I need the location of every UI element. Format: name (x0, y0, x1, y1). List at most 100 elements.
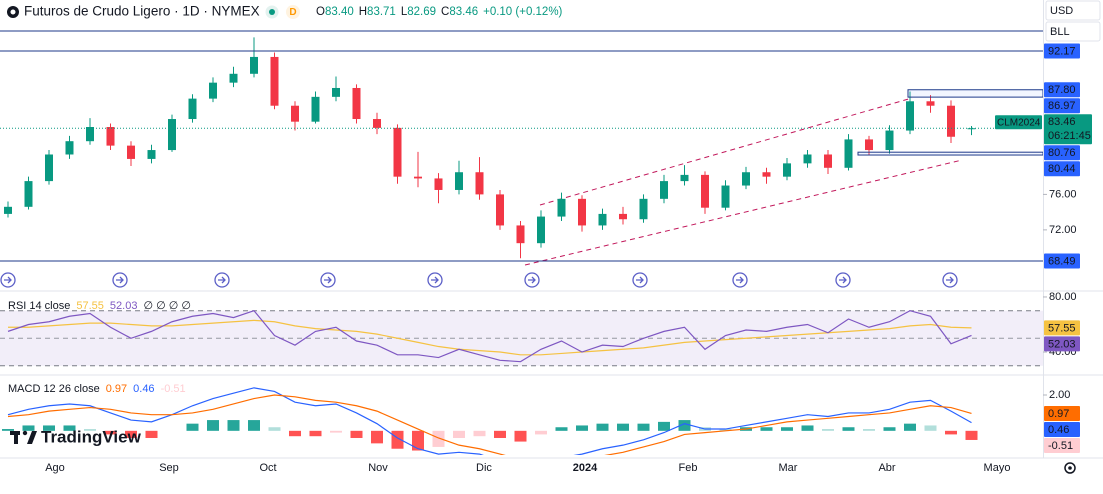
histogram-bar (822, 429, 834, 431)
histogram-bar (227, 420, 240, 431)
candle-body (701, 174, 709, 208)
histogram-bar (801, 425, 814, 431)
price-label-box (1044, 161, 1080, 177)
histogram-bar (84, 429, 96, 431)
macd-line (7, 387, 972, 455)
settings-icon[interactable] (1064, 462, 1076, 474)
ohlc-change: +0.10 (+0.12%) (483, 6, 562, 18)
delay-badge-text: D (289, 7, 296, 18)
histogram-bar (330, 430, 342, 433)
price-label: 80.44 (1048, 163, 1076, 175)
candle-body (885, 130, 894, 151)
candle-body (209, 82, 217, 99)
histogram-bar (63, 425, 76, 431)
value-label-box (1044, 437, 1080, 453)
x-axis-label: Feb (679, 462, 698, 474)
histogram-bar (104, 430, 117, 435)
histogram-bar (924, 425, 937, 431)
legend-value: 0.97 (106, 383, 127, 395)
histogram-bar (658, 421, 670, 431)
unit: BLL (1050, 26, 1070, 38)
value-label: 0.46 (1048, 424, 1069, 436)
price-label-box (1044, 98, 1080, 114)
event-icon-arrow (116, 276, 124, 284)
candle-body (414, 176, 422, 179)
candle-body (45, 154, 53, 182)
candle-body (537, 216, 545, 244)
histogram-bar (125, 430, 137, 438)
logo-mark (22, 430, 28, 436)
value-label: 52.03 (1048, 338, 1076, 350)
histogram-bar (473, 430, 486, 437)
value-label: 0.97 (1048, 408, 1069, 420)
candle-body (147, 150, 156, 159)
x-axis-label: Ago (45, 462, 65, 474)
histogram-bar (617, 423, 629, 431)
candle-body (250, 56, 258, 74)
candle-body (680, 174, 689, 182)
indicator-legend: RSI 14 close 57.55 52.03 ∅ ∅ ∅ ∅ (8, 300, 191, 312)
macd (2, 387, 978, 455)
rsi (0, 310, 1043, 367)
rsi-line (8, 319, 972, 356)
price-label: 86.97 (1048, 100, 1076, 112)
ohlc-value: 82.69 (407, 6, 436, 18)
candle-body (24, 181, 33, 207)
histogram-bar (576, 425, 588, 431)
logo-mark (14, 431, 18, 444)
histogram-bar (945, 430, 957, 435)
ohlc-value: 83.71 (367, 6, 396, 18)
candle-body (127, 145, 135, 159)
candle-body (311, 96, 320, 122)
candle-body (947, 105, 955, 137)
settings-icon-center (1068, 466, 1072, 470)
histogram-bar (883, 427, 896, 431)
histogram-bar (719, 429, 732, 431)
price-label-box (1044, 82, 1080, 98)
candle-body (865, 139, 873, 151)
legend-extra: ∅ ∅ ∅ ∅ (143, 300, 191, 312)
symbol-tag-label: CLM2024 (997, 117, 1041, 128)
histogram-bar (2, 429, 14, 431)
indicator-legend: MACD 12 26 close 0.97 0.46 -0.51 (8, 383, 186, 395)
ohlc-values: O83.40 H83.71 L82.69 C83.46 +0.10 (+0.12%) (316, 6, 563, 18)
x-axis-label: Mar (779, 462, 798, 474)
histogram-bar (965, 430, 978, 440)
candle-body (844, 139, 853, 168)
currency: USD (1050, 5, 1073, 17)
histogram-bar (350, 430, 363, 438)
event-icon-arrow (636, 276, 644, 284)
price-label: 68.49 (1048, 255, 1076, 267)
histogram-bar (494, 430, 506, 438)
market-status-dot (269, 9, 275, 15)
price-zone (907, 89, 1043, 98)
x-axis-label: Sep (159, 462, 179, 474)
candle-body (639, 198, 648, 220)
histogram-bar (371, 430, 383, 444)
candle-body (783, 163, 791, 177)
delay-badge[interactable] (286, 5, 300, 19)
symbol-title[interactable]: Futuros de Crudo Ligero · 1D · NYMEX (24, 4, 260, 19)
candle-body (455, 172, 463, 190)
rsi-line (7, 310, 972, 363)
candle-body (475, 172, 484, 195)
candle-body (352, 87, 361, 120)
x-axis-label: 2024 (573, 462, 598, 474)
candle-body (332, 87, 340, 97)
currency-button[interactable] (1045, 0, 1101, 21)
symbol-icon-drop (10, 9, 16, 15)
value-label: -0.51 (1048, 440, 1073, 452)
ohlc-key: H (359, 6, 367, 18)
price-label-box (1044, 145, 1080, 161)
candle-body (824, 154, 832, 168)
candle-body (496, 194, 504, 226)
last-price-label: 83.46 (1048, 116, 1076, 128)
y-tick-label: 76.00 (1049, 188, 1077, 200)
ohlc-value: 83.46 (449, 6, 478, 18)
logo-mark (27, 431, 37, 444)
candle-body (106, 127, 115, 146)
y-tick-label: 72.00 (1049, 224, 1077, 236)
legend-value: -0.51 (161, 383, 186, 395)
unit-button[interactable] (1045, 21, 1101, 42)
